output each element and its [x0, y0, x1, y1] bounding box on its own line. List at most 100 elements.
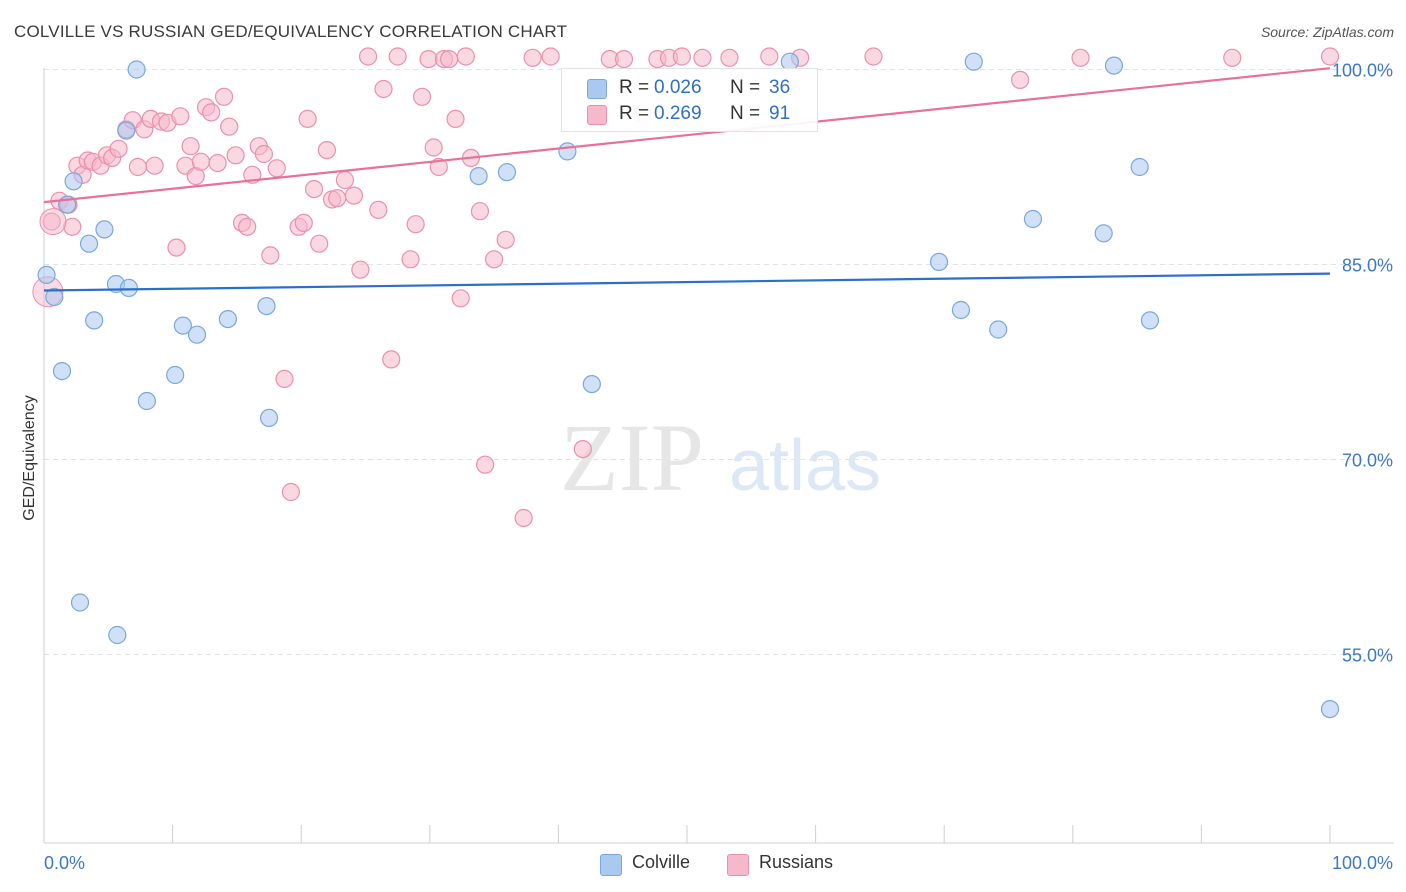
russians-point — [388, 47, 407, 66]
tick-labels: 55.0% 70.0% 85.0% 100.0% 0.0% 100.0% — [44, 61, 1393, 874]
r-label: R = — [619, 103, 650, 124]
russians-point — [294, 213, 313, 232]
russians-point — [328, 189, 347, 208]
russians-point — [1320, 47, 1340, 66]
russians-point — [456, 47, 475, 66]
x-tick-label: 0.0% — [44, 853, 85, 873]
russians-point — [446, 109, 465, 129]
russians-point — [254, 144, 274, 164]
legend-swatch-colville — [600, 854, 622, 876]
colville-point — [117, 121, 136, 140]
russians-point — [298, 109, 317, 129]
russians-point — [208, 154, 227, 173]
russians-point — [470, 202, 490, 221]
colville-trend-line — [43, 272, 1331, 292]
russians-point — [358, 47, 378, 66]
russians-point — [424, 138, 443, 157]
colville-point — [166, 365, 185, 385]
y-tick-label: 100.0% — [1332, 61, 1393, 81]
russians-point — [514, 508, 533, 528]
colville-point — [951, 300, 971, 320]
legend-swatch-colville — [587, 79, 607, 99]
colville-point — [989, 320, 1008, 339]
russians-point — [672, 47, 691, 66]
russians-point — [335, 170, 355, 190]
russians-point — [351, 260, 370, 279]
colville-point — [259, 408, 279, 427]
russians-point — [523, 48, 542, 67]
legend-row-russians: R = 0.269 N = 91 — [562, 101, 817, 127]
colville-point — [558, 142, 577, 161]
russians-point — [693, 48, 712, 67]
russians-point — [439, 49, 459, 69]
colville-point — [137, 391, 156, 411]
russians-point — [406, 215, 425, 234]
russians-point — [109, 139, 128, 158]
colville-point — [173, 316, 192, 335]
russians-point — [310, 234, 329, 253]
russians-point — [344, 186, 364, 205]
watermark: ZIP atlas — [560, 404, 881, 511]
legend-label-colville: Colville — [632, 852, 691, 872]
russians-point — [429, 157, 448, 177]
russians-point — [220, 117, 239, 136]
russians-point — [128, 157, 147, 177]
colville-point — [119, 278, 138, 297]
r-label: R = — [619, 77, 650, 98]
colville-point — [218, 310, 237, 329]
trend-lines — [43, 67, 1331, 292]
russians-point — [475, 455, 495, 474]
n-value: 91 — [769, 103, 791, 124]
russians-point — [145, 156, 164, 175]
russians-point — [281, 482, 301, 502]
russians-point — [261, 246, 280, 265]
colville-point — [1320, 699, 1340, 719]
watermark-atlas: atlas — [729, 426, 881, 506]
russians-point — [226, 146, 245, 165]
colville-point — [37, 265, 56, 284]
russians-point — [374, 79, 393, 99]
russians-point — [419, 49, 438, 69]
colville-point — [45, 287, 64, 307]
colville-point — [582, 375, 601, 394]
russians-point — [541, 47, 560, 66]
n-label: N = — [730, 103, 761, 124]
russians-point — [864, 47, 883, 66]
colville-point — [70, 593, 90, 612]
y-axis-label: GED/Equivalency — [21, 395, 38, 521]
russians-point — [238, 217, 257, 236]
colville-point — [1023, 209, 1043, 229]
russians-point — [760, 47, 779, 66]
r-value: 0.026 — [654, 77, 702, 98]
series-russians — [32, 47, 1340, 528]
colville-point — [108, 625, 127, 645]
series-colville — [37, 52, 1340, 719]
russians-point — [412, 87, 432, 106]
russians-point — [382, 350, 401, 369]
x-tick-label: 100.0% — [1332, 853, 1393, 873]
y-tick-label: 55.0% — [1342, 646, 1393, 666]
colville-point — [929, 252, 949, 271]
colville-point — [257, 297, 276, 316]
russians-point — [401, 250, 420, 269]
russians-point — [202, 103, 221, 122]
russians-point — [267, 159, 286, 178]
russians-point — [167, 238, 186, 257]
russians-point — [573, 440, 592, 459]
n-label: N = — [730, 77, 761, 98]
russians-point — [304, 180, 324, 199]
russians-point — [369, 200, 388, 219]
russians-point — [214, 87, 234, 106]
russians-point — [191, 152, 210, 171]
russians-point — [614, 49, 634, 69]
russians-point — [1010, 70, 1030, 90]
colville-point — [497, 163, 517, 182]
russians-point — [317, 141, 337, 160]
r-value: 0.269 — [654, 103, 702, 124]
y-tick-label: 70.0% — [1342, 451, 1393, 471]
colville-point — [64, 172, 83, 191]
gridlines — [44, 69, 1394, 655]
legend-swatch-russians — [587, 105, 607, 125]
russians-point — [39, 208, 67, 236]
